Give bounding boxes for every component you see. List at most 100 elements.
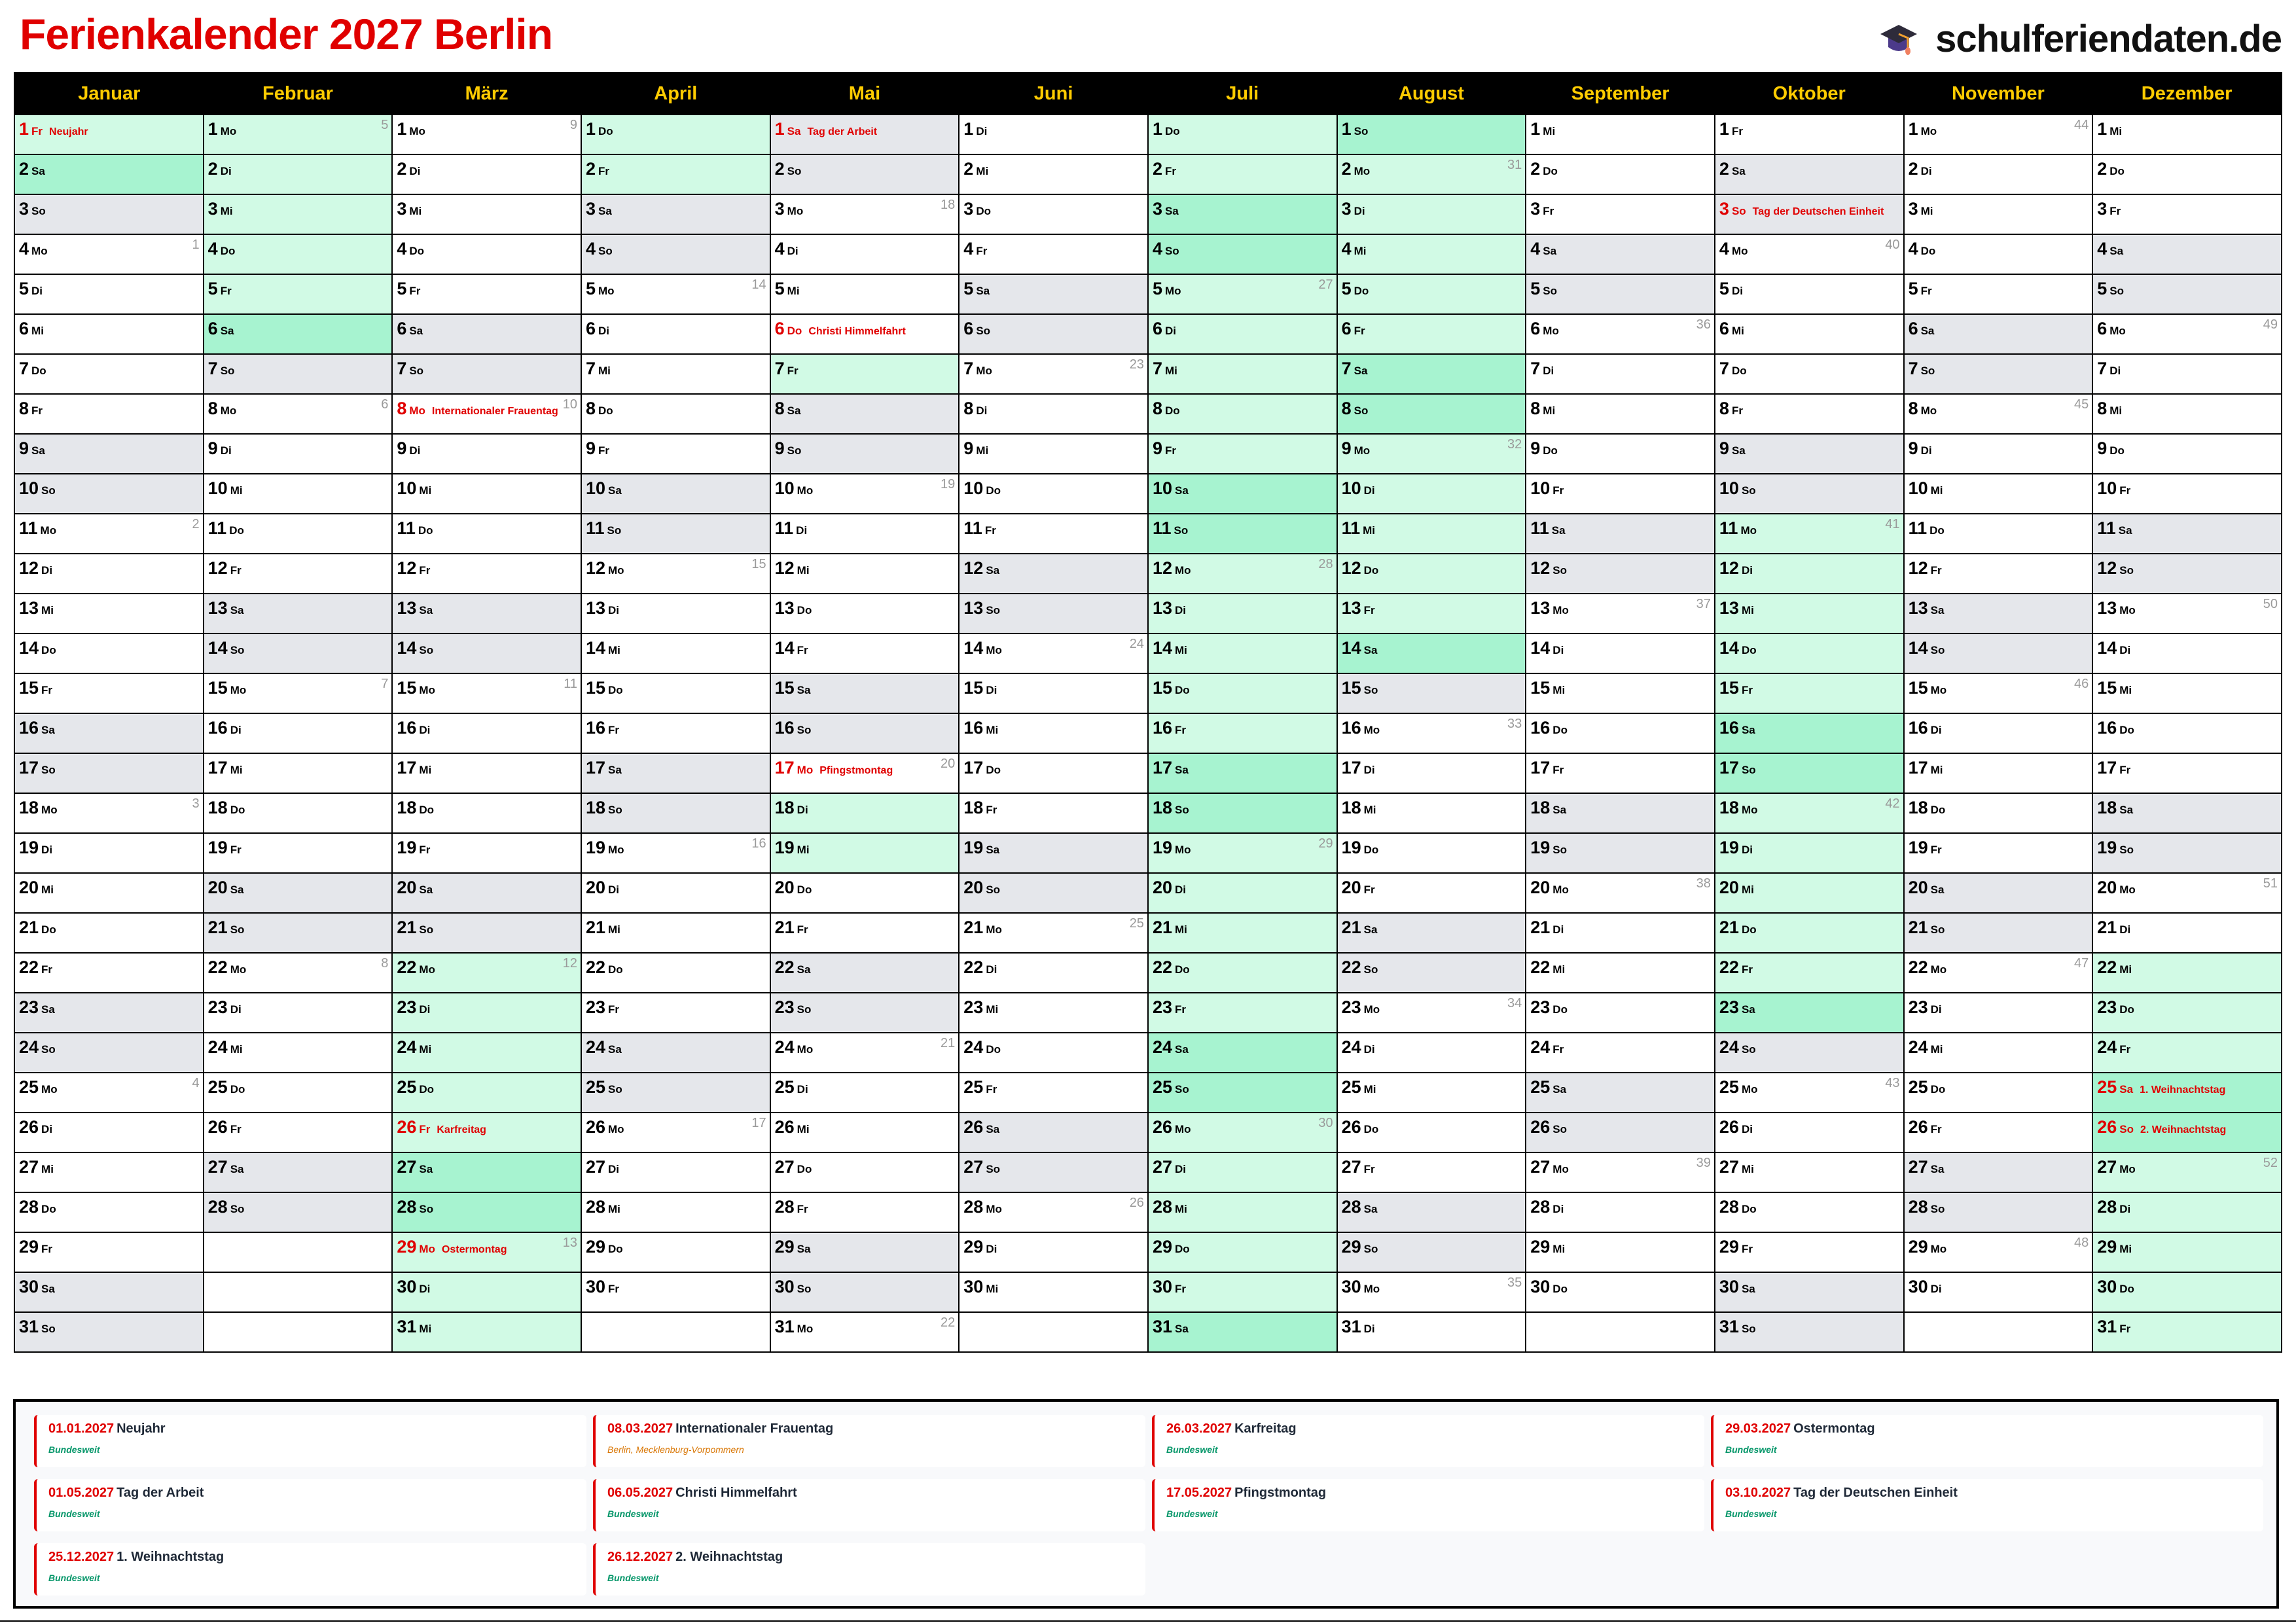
day-cell[interactable]: 26 So [1525, 1112, 1715, 1153]
day-cell[interactable]: 2 Fr [1147, 154, 1338, 195]
day-cell[interactable]: 29 Mo 48 [1903, 1232, 2094, 1273]
day-cell[interactable]: 3 So [14, 194, 204, 235]
day-cell[interactable]: 17 Mi [391, 753, 582, 794]
day-cell[interactable]: 16 Do [2092, 713, 2282, 754]
day-cell[interactable]: 29 Do [1147, 1232, 1338, 1273]
day-cell[interactable]: 9 Di [391, 433, 582, 474]
day-cell[interactable]: 18 Mi [1336, 793, 1527, 834]
day-cell[interactable]: 11 Mo 2 [14, 513, 204, 554]
day-cell[interactable]: 22 Do [580, 952, 771, 993]
day-cell[interactable]: 31 Fr [2092, 1311, 2282, 1353]
day-cell[interactable]: 22 Fr [1713, 952, 1905, 993]
day-cell[interactable]: 1 Fr [1713, 114, 1905, 155]
day-cell[interactable]: 28 So [391, 1192, 582, 1233]
day-cell[interactable]: 28 Fr [769, 1192, 960, 1233]
day-cell[interactable]: 21 So [391, 912, 582, 954]
day-cell[interactable]: 5 Fr [202, 274, 393, 315]
day-cell[interactable]: 28 Do [14, 1192, 204, 1233]
day-cell[interactable]: 17 So [14, 753, 204, 794]
day-cell[interactable]: 4 Sa [2092, 234, 2282, 275]
day-cell[interactable]: 16 Mo 33 [1336, 713, 1527, 754]
day-cell[interactable]: 13 Do [769, 593, 960, 634]
day-cell[interactable]: 7 Mi [1147, 353, 1338, 395]
day-cell[interactable]: 15 Mo 11 [391, 673, 582, 714]
day-cell[interactable]: 30 Mo 35 [1336, 1272, 1527, 1313]
day-cell[interactable]: 2 Di [391, 154, 582, 195]
day-cell[interactable]: 30 Sa [1713, 1272, 1905, 1313]
day-cell[interactable]: 20 Sa [202, 872, 393, 914]
day-cell[interactable]: 20 Mo 51 [2092, 872, 2282, 914]
day-cell[interactable]: 9 Sa [1713, 433, 1905, 474]
day-cell[interactable]: 13 Mi [14, 593, 204, 634]
day-cell[interactable]: 11 So [1147, 513, 1338, 554]
day-cell[interactable]: 11 Sa [2092, 513, 2282, 554]
day-cell[interactable]: 21 Di [1525, 912, 1715, 954]
day-cell[interactable]: 11 Do [1903, 513, 2094, 554]
day-cell[interactable]: 23 Di [391, 992, 582, 1033]
day-cell[interactable]: 5 Mo 27 [1147, 274, 1338, 315]
day-cell[interactable]: 6 Fr [1336, 313, 1527, 355]
day-cell[interactable]: 13 Sa [202, 593, 393, 634]
day-cell[interactable]: 28 Di [1525, 1192, 1715, 1233]
day-cell[interactable]: 13 Fr [1336, 593, 1527, 634]
day-cell[interactable]: 4 Di [769, 234, 960, 275]
day-cell[interactable]: 23 Di [1903, 992, 2094, 1033]
day-cell[interactable]: 4 So [1147, 234, 1338, 275]
day-cell[interactable]: 29 Mi [2092, 1232, 2282, 1273]
day-cell[interactable]: 9 Di [202, 433, 393, 474]
day-cell[interactable]: 15 Sa [769, 673, 960, 714]
day-cell[interactable]: 20 Di [580, 872, 771, 914]
day-cell[interactable]: 30 Di [391, 1272, 582, 1313]
day-cell[interactable]: 19 Do [1336, 832, 1527, 874]
day-cell[interactable]: 28 Mo 26 [958, 1192, 1149, 1233]
day-cell[interactable]: 4 Mo 1 [14, 234, 204, 275]
day-cell[interactable]: 23 So [769, 992, 960, 1033]
day-cell[interactable]: 8 Fr [14, 393, 204, 435]
day-cell[interactable]: 16 Sa [1713, 713, 1905, 754]
day-cell[interactable]: 25 So [1147, 1072, 1338, 1113]
day-cell[interactable]: 3 Fr [2092, 194, 2282, 235]
day-cell[interactable]: 19 Di [1713, 832, 1905, 874]
day-cell[interactable]: 26 Mi [769, 1112, 960, 1153]
day-cell[interactable]: 28 Di [2092, 1192, 2282, 1233]
day-cell[interactable]: 10 Di [1336, 473, 1527, 514]
day-cell[interactable]: 5 So [1525, 274, 1715, 315]
day-cell[interactable]: 1 Mi [1525, 114, 1715, 155]
day-cell[interactable]: 11 Di [769, 513, 960, 554]
day-cell[interactable]: 15 Mo 7 [202, 673, 393, 714]
day-cell[interactable]: 6 Mo 49 [2092, 313, 2282, 355]
day-cell[interactable]: 26 Mo 30 [1147, 1112, 1338, 1153]
day-cell[interactable]: 27 Mo 39 [1525, 1152, 1715, 1193]
day-cell[interactable]: 9 Do [1525, 433, 1715, 474]
day-cell[interactable]: 16 Fr [580, 713, 771, 754]
day-cell[interactable]: 22 Mo 47 [1903, 952, 2094, 993]
day-cell[interactable]: 11 Fr [958, 513, 1149, 554]
day-cell[interactable]: 22 Mi [1525, 952, 1715, 993]
day-cell[interactable]: 17 Mo Pfingstmontag 20 [769, 753, 960, 794]
day-cell[interactable]: 15 Di [958, 673, 1149, 714]
day-cell[interactable]: 17 So [1713, 753, 1905, 794]
day-cell[interactable]: 4 Do [391, 234, 582, 275]
day-cell[interactable]: 3 Do [958, 194, 1149, 235]
day-cell[interactable]: 12 Mo 28 [1147, 553, 1338, 594]
day-cell[interactable]: 24 Sa [580, 1032, 771, 1073]
day-cell[interactable]: 7 Mo 23 [958, 353, 1149, 395]
day-cell[interactable]: 22 Mo 8 [202, 952, 393, 993]
day-cell[interactable]: 6 Do Christi Himmelfahrt [769, 313, 960, 355]
day-cell[interactable]: 8 Di [958, 393, 1149, 435]
day-cell[interactable]: 25 Fr [958, 1072, 1149, 1113]
day-cell[interactable]: 16 So [769, 713, 960, 754]
day-cell[interactable]: 1 Mo 44 [1903, 114, 2094, 155]
day-cell[interactable]: 23 Sa [1713, 992, 1905, 1033]
day-cell[interactable]: 31 So [1713, 1311, 1905, 1353]
day-cell[interactable]: 6 Di [580, 313, 771, 355]
day-cell[interactable]: 16 Di [1903, 713, 2094, 754]
day-cell[interactable]: 1 Do [1147, 114, 1338, 155]
day-cell[interactable]: 4 Do [202, 234, 393, 275]
day-cell[interactable]: 28 So [1903, 1192, 2094, 1233]
day-cell[interactable]: 7 So [202, 353, 393, 395]
day-cell[interactable]: 2 Do [2092, 154, 2282, 195]
day-cell[interactable]: 7 Fr [769, 353, 960, 395]
day-cell[interactable]: 18 So [1147, 793, 1338, 834]
day-cell[interactable]: 31 Mo 22 [769, 1311, 960, 1353]
